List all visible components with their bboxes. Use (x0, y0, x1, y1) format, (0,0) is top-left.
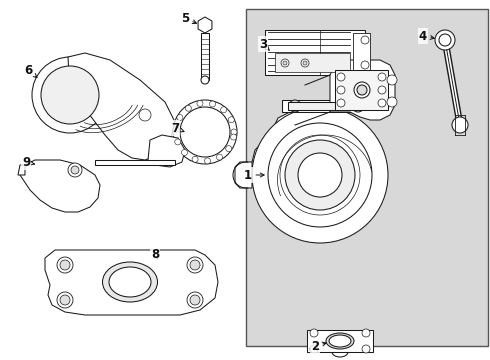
Polygon shape (45, 250, 218, 315)
Text: 6: 6 (24, 63, 37, 77)
Text: 5: 5 (181, 12, 196, 24)
Polygon shape (335, 70, 388, 110)
Circle shape (310, 345, 318, 353)
Circle shape (387, 75, 397, 85)
Circle shape (192, 156, 198, 162)
Polygon shape (330, 60, 395, 120)
Circle shape (57, 292, 73, 308)
Circle shape (187, 257, 203, 273)
Circle shape (197, 100, 203, 107)
Bar (288, 102, 363, 110)
Polygon shape (148, 135, 185, 167)
Circle shape (177, 114, 183, 121)
Circle shape (41, 66, 99, 124)
Circle shape (175, 139, 181, 145)
Circle shape (228, 117, 234, 123)
Circle shape (187, 292, 203, 308)
Circle shape (387, 97, 397, 107)
Polygon shape (68, 53, 175, 160)
Circle shape (231, 134, 237, 140)
Text: 4: 4 (419, 30, 434, 42)
Circle shape (452, 117, 468, 133)
Circle shape (220, 107, 227, 113)
Circle shape (298, 153, 342, 197)
Text: 3: 3 (259, 37, 269, 50)
Circle shape (310, 329, 318, 337)
Circle shape (362, 329, 370, 337)
Polygon shape (95, 160, 175, 165)
Circle shape (362, 345, 370, 353)
Circle shape (180, 107, 230, 157)
Polygon shape (275, 53, 350, 72)
Circle shape (289, 100, 301, 112)
Circle shape (226, 146, 232, 152)
Circle shape (181, 149, 188, 156)
Circle shape (354, 82, 370, 98)
Circle shape (285, 140, 355, 210)
Circle shape (173, 126, 179, 132)
Bar (246, 9, 488, 346)
Circle shape (204, 158, 211, 164)
Text: 7: 7 (171, 122, 184, 135)
Circle shape (281, 59, 289, 67)
Circle shape (252, 107, 388, 243)
Polygon shape (265, 30, 365, 75)
Circle shape (210, 101, 216, 107)
Polygon shape (201, 33, 209, 80)
Text: 8: 8 (151, 248, 159, 261)
Polygon shape (198, 17, 212, 33)
Ellipse shape (109, 267, 151, 297)
Polygon shape (235, 162, 252, 188)
Circle shape (190, 295, 200, 305)
Text: 9: 9 (22, 156, 34, 168)
Ellipse shape (102, 262, 157, 302)
Ellipse shape (326, 333, 354, 349)
Polygon shape (20, 160, 100, 212)
Circle shape (231, 129, 237, 135)
Circle shape (337, 86, 345, 94)
Circle shape (378, 86, 386, 94)
Circle shape (60, 295, 70, 305)
Polygon shape (250, 112, 368, 225)
Circle shape (185, 105, 192, 111)
Circle shape (283, 61, 287, 65)
Circle shape (217, 154, 222, 160)
Ellipse shape (329, 335, 351, 347)
Polygon shape (18, 165, 25, 175)
Circle shape (435, 30, 455, 50)
Text: 2: 2 (311, 339, 326, 352)
Circle shape (352, 100, 364, 112)
Circle shape (361, 61, 369, 69)
Polygon shape (353, 33, 370, 72)
Circle shape (303, 61, 307, 65)
Circle shape (439, 34, 451, 46)
Circle shape (378, 73, 386, 81)
Circle shape (71, 166, 79, 174)
Circle shape (201, 76, 209, 84)
Polygon shape (307, 330, 373, 352)
Circle shape (378, 99, 386, 107)
Circle shape (337, 99, 345, 107)
Circle shape (32, 57, 108, 133)
Circle shape (361, 36, 369, 44)
Circle shape (357, 85, 367, 95)
Circle shape (268, 123, 372, 227)
Circle shape (139, 109, 151, 121)
Polygon shape (282, 100, 370, 112)
Circle shape (68, 163, 82, 177)
Circle shape (301, 59, 309, 67)
Text: 1: 1 (244, 168, 264, 181)
Circle shape (190, 260, 200, 270)
Circle shape (57, 257, 73, 273)
Circle shape (60, 260, 70, 270)
Circle shape (173, 100, 237, 164)
Circle shape (337, 73, 345, 81)
